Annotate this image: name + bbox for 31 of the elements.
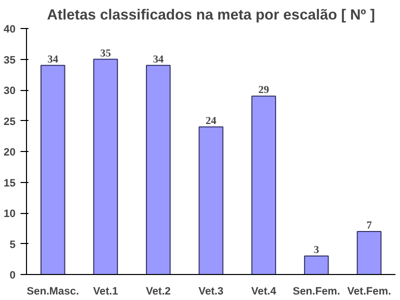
x-tick-label: Sen.Fem. — [292, 286, 340, 298]
y-tick-label: 40 — [4, 24, 16, 36]
y-tick-label: 30 — [4, 85, 16, 97]
bar — [93, 58, 118, 274]
bar — [304, 256, 329, 274]
bar — [40, 64, 66, 274]
bar — [251, 96, 276, 274]
x-tick-label: Vet.Fem. — [347, 286, 392, 298]
bar — [146, 64, 171, 274]
x-tick-label: Vet.4 — [251, 286, 276, 298]
data-label: 34 — [48, 54, 59, 66]
x-tick-label: Vet.2 — [146, 286, 171, 298]
chart-title: Atletas classificados na meta por escalão [ Nº ] — [47, 8, 376, 24]
x-tick-label: Vet.1 — [93, 286, 118, 298]
y-tick-label: 25 — [4, 116, 16, 128]
y-tick-label: 0 — [10, 270, 16, 282]
data-label: 35 — [100, 48, 111, 60]
bar — [356, 230, 382, 274]
y-tick-label: 20 — [4, 146, 16, 158]
data-label: 3 — [314, 245, 320, 256]
bar — [198, 126, 224, 274]
data-label: 34 — [152, 54, 164, 66]
y-tick-label: 5 — [10, 238, 16, 251]
data-label: 24 — [206, 116, 217, 127]
x-tick-label: Sen.Masc. — [26, 286, 79, 298]
y-tick-label: 35 — [4, 54, 16, 66]
x-tick-label: Vet.3 — [198, 286, 224, 298]
data-label: 29 — [258, 85, 270, 96]
y-tick-label: 10 — [4, 208, 16, 220]
data-label: 7 — [366, 220, 372, 232]
y-tick-label: 15 — [4, 177, 16, 190]
